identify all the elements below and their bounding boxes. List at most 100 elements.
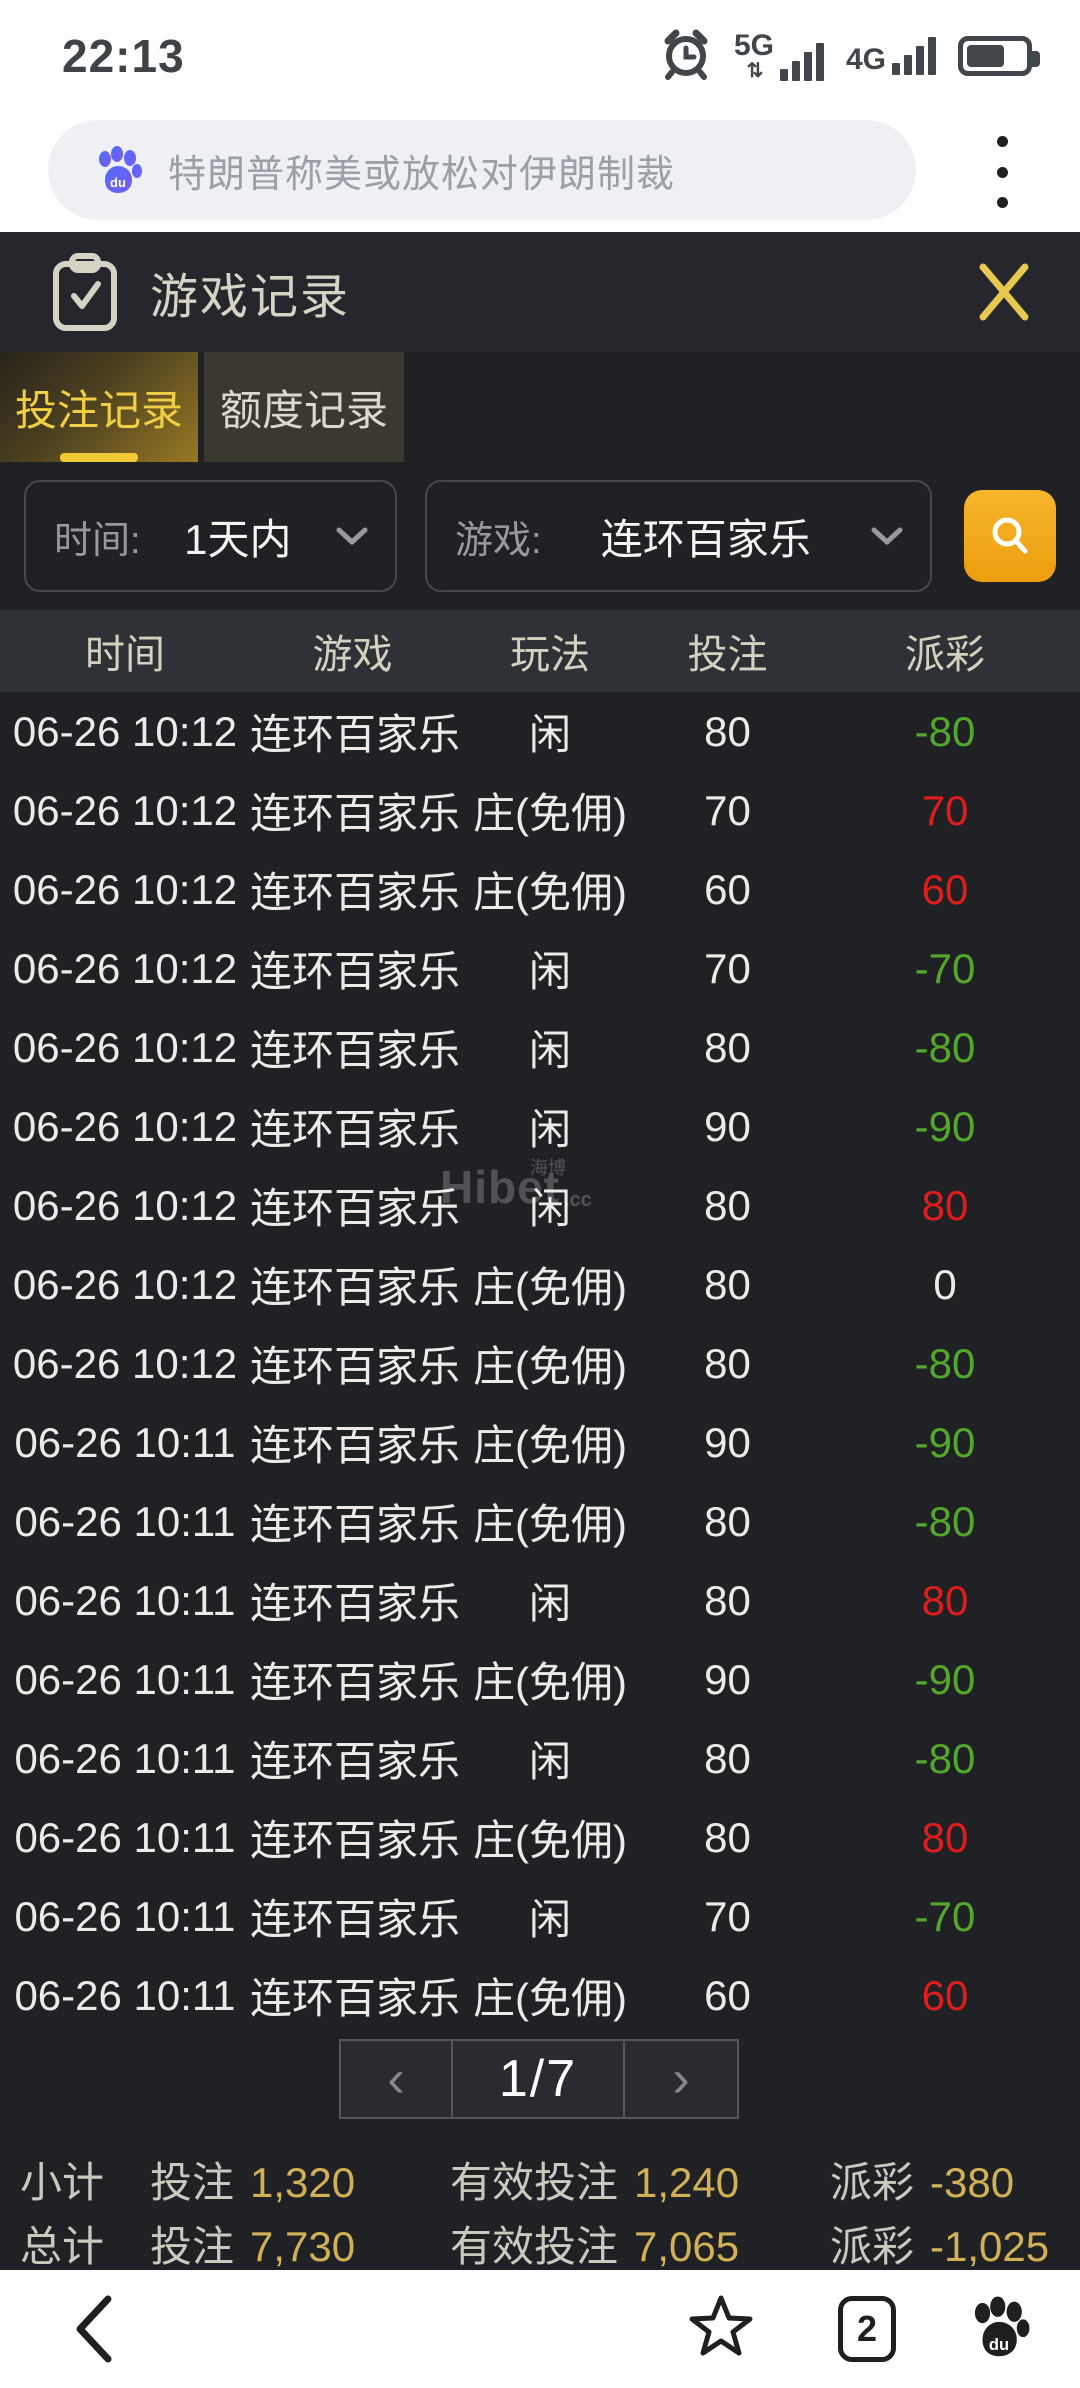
cell-game: 连环百家乐 <box>250 1738 461 1785</box>
cell-game: 连环百家乐 <box>250 1027 461 1074</box>
bet-label: 投注 <box>150 2222 235 2270</box>
cell-play: 闲 <box>528 1738 571 1785</box>
table-row: 06-26 10:12 连环百家乐 闲 90 -90 <box>0 1087 1080 1166</box>
browser-bottom-nav: 2 du <box>0 2270 1080 2388</box>
cell-time: 06-26 10:11 <box>14 1971 236 2019</box>
filters-row: 时间: 1天内 游戏: 连环百家乐 <box>0 462 1080 610</box>
cell-bet: 80 <box>704 1497 751 1545</box>
table-row: 06-26 10:11 连环百家乐 庄(免佣) 80 80 <box>0 1798 1080 1877</box>
cell-game: 连环百家乐 <box>250 869 461 916</box>
cell-game: 连环百家乐 <box>250 1106 461 1153</box>
cell-payout: 80 <box>921 1813 969 1861</box>
cell-game: 连环百家乐 <box>250 1264 461 1311</box>
cell-time: 06-26 10:12 <box>12 944 238 992</box>
close-icon[interactable] <box>974 262 1034 322</box>
cell-payout: -90 <box>914 1102 976 1150</box>
table-header: 时间 游戏 玩法 投注 派彩 <box>0 610 1080 692</box>
cell-payout: -80 <box>914 1339 976 1387</box>
chevron-down-icon <box>871 527 903 545</box>
page-next-button[interactable]: › <box>623 2039 739 2119</box>
cell-play: 庄(免佣) <box>473 869 627 916</box>
game-filter-label: 游戏: <box>455 519 542 562</box>
cell-play: 闲 <box>528 1185 571 1232</box>
cell-time: 06-26 10:11 <box>14 1576 236 1624</box>
cell-payout: -80 <box>914 1023 976 1071</box>
cell-game: 连环百家乐 <box>250 1817 461 1864</box>
tab-betting-records[interactable]: 投注记录 <box>0 352 198 462</box>
time-filter-dropdown[interactable]: 时间: 1天内 <box>24 480 397 592</box>
cell-time: 06-26 10:11 <box>14 1813 236 1861</box>
table-row: 06-26 10:11 连环百家乐 庄(免佣) 60 60 <box>0 1956 1080 2035</box>
modal-header: 游戏记录 <box>0 232 1080 352</box>
page-prev-button[interactable]: ‹ <box>339 2039 453 2119</box>
cell-game: 连环百家乐 <box>250 790 461 837</box>
cell-bet: 80 <box>704 1734 751 1782</box>
cell-time: 06-26 10:12 <box>12 786 238 834</box>
table-row: 06-26 10:12 连环百家乐 闲 80 -80 <box>0 692 1080 771</box>
cell-time: 06-26 10:12 <box>12 1260 238 1308</box>
magnifier-icon <box>992 517 1028 554</box>
cell-play: 闲 <box>528 1106 571 1153</box>
cell-game: 连环百家乐 <box>250 1343 461 1390</box>
col-header-payout: 派彩 <box>905 633 985 677</box>
summary-name: 总计 <box>20 2222 105 2270</box>
modal-title: 游戏记录 <box>150 271 351 324</box>
cell-bet: 80 <box>704 1260 751 1308</box>
cell-play: 闲 <box>528 1580 571 1627</box>
valid-bet-value: 1,240 <box>634 2158 740 2206</box>
table-row: 06-26 10:12 连环百家乐 闲 80 -80 <box>0 1008 1080 1087</box>
cell-bet: 70 <box>704 944 751 992</box>
table-row: 06-26 10:12 连环百家乐 庄(免佣) 80 0 <box>0 1245 1080 1324</box>
table-row: 06-26 10:12 连环百家乐 庄(免佣) 60 60 <box>0 850 1080 929</box>
battery-icon <box>958 36 1040 76</box>
cell-bet: 90 <box>704 1655 751 1703</box>
tab-quota-records[interactable]: 额度记录 <box>204 352 404 462</box>
cell-play: 庄(免佣) <box>473 1975 627 2022</box>
cell-payout: -80 <box>914 1497 976 1545</box>
cell-bet: 80 <box>704 1023 751 1071</box>
cell-bet: 60 <box>704 865 751 913</box>
cell-bet: 90 <box>704 1102 751 1150</box>
time-filter-label: 时间: <box>54 519 141 562</box>
cell-time: 06-26 10:11 <box>14 1418 236 1466</box>
cell-game: 连环百家乐 <box>250 1659 461 1706</box>
valid-bet-label: 有效投注 <box>450 2158 619 2206</box>
chevron-down-icon <box>336 527 368 545</box>
cell-game: 连环百家乐 <box>250 1185 461 1232</box>
star-icon[interactable] <box>686 2292 756 2362</box>
5g-signal-icon: 5G ⇅ <box>734 31 824 81</box>
browser-menu-button[interactable] <box>982 130 1022 214</box>
cell-game: 连环百家乐 <box>250 1501 461 1548</box>
baidu-home-icon[interactable]: du <box>966 2292 1032 2362</box>
game-filter-dropdown[interactable]: 游戏: 连环百家乐 <box>425 480 932 592</box>
table-row: 06-26 10:12 连环百家乐 闲 70 -70 <box>0 929 1080 1008</box>
table-row: 06-26 10:11 连环百家乐 闲 80 80 <box>0 1561 1080 1640</box>
4g-signal-icon: 4G <box>846 37 936 75</box>
cell-payout: -80 <box>914 707 976 755</box>
valid-bet-value: 7,065 <box>634 2222 740 2270</box>
cell-play: 庄(免佣) <box>473 1501 627 1548</box>
cell-play: 闲 <box>528 948 571 995</box>
cell-play: 庄(免佣) <box>473 790 627 837</box>
search-input[interactable]: du 特朗普称美或放松对伊朗制裁 <box>48 120 916 220</box>
tab-count-button[interactable]: 2 <box>838 2296 896 2362</box>
cell-bet: 80 <box>704 1813 751 1861</box>
cell-game: 连环百家乐 <box>250 1580 461 1627</box>
records-tabs: 投注记录 额度记录 <box>0 352 1080 462</box>
cell-payout: -70 <box>914 944 976 992</box>
svg-text:du: du <box>110 175 126 190</box>
cell-time: 06-26 10:12 <box>12 865 238 913</box>
cell-payout: 60 <box>921 865 969 913</box>
tab-count: 2 <box>856 2308 878 2349</box>
cell-play: 庄(免佣) <box>473 1817 627 1864</box>
back-icon[interactable] <box>70 2294 116 2364</box>
payout-label: 派彩 <box>830 2158 915 2206</box>
cell-time: 06-26 10:11 <box>14 1892 236 1940</box>
search-button[interactable] <box>964 490 1056 582</box>
time-filter-value: 1天内 <box>184 515 292 563</box>
cell-bet: 80 <box>704 1339 751 1387</box>
cell-payout: -90 <box>914 1655 976 1703</box>
cell-game: 连环百家乐 <box>250 1422 461 1469</box>
col-header-game: 游戏 <box>312 633 393 677</box>
payout-value: -380 <box>930 2158 1015 2206</box>
